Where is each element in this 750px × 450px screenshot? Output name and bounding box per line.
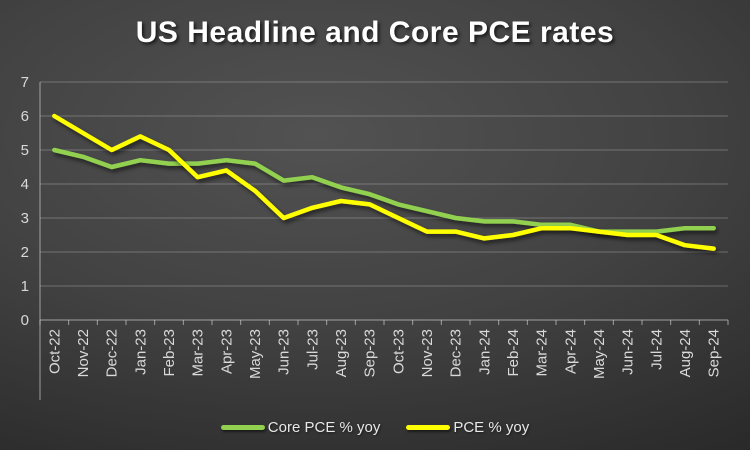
y-tick-label-4: 4 <box>21 176 29 193</box>
y-tick-label-0: 0 <box>21 312 29 329</box>
x-tick-label-Jan-24: Jan-24 <box>476 329 493 375</box>
axes <box>39 82 729 400</box>
x-tick-label-Aug-24: Aug-24 <box>677 329 694 377</box>
x-tick-label-Jan-23: Jan-23 <box>132 329 149 375</box>
x-tick-label-Apr-23: Apr-23 <box>218 329 235 374</box>
x-tick-label-Jun-24: Jun-24 <box>620 329 637 375</box>
x-tick-label-Dec-23: Dec-23 <box>448 329 465 377</box>
x-tick-label-Mar-24: Mar-24 <box>534 329 551 377</box>
legend-item-core-pce: Core PCE % yoy <box>220 419 381 436</box>
x-tick-label-Sep-23: Sep-23 <box>362 329 379 377</box>
core-pce-line <box>52 147 716 234</box>
legend-item-pce: PCE % yoy <box>406 419 529 436</box>
y-tick-label-6: 6 <box>21 108 29 125</box>
x-tick-label-Feb-23: Feb-23 <box>161 329 178 377</box>
x-tick-label-Mar-23: Mar-23 <box>190 329 207 377</box>
x-tick-label-Feb-24: Feb-24 <box>505 329 522 377</box>
y-tick-label-3: 3 <box>21 210 29 227</box>
x-tick-label-Oct-22: Oct-22 <box>46 329 63 374</box>
legend-label-core-pce: Core PCE % yoy <box>267 419 381 436</box>
x-tick-label-Jun-23: Jun-23 <box>276 329 293 375</box>
x-tick-label-Oct-23: Oct-23 <box>390 329 407 374</box>
y-tick-label-1: 1 <box>21 278 29 295</box>
axis-labels: 0 1 2 3 4 5 6 7 Oct-22 Nov-22 Dec-22 Jan-23 Feb-23 Ma… <box>21 74 723 379</box>
legend-label-pce: PCE % yoy <box>453 419 530 436</box>
x-tick-label-Sep-24: Sep-24 <box>706 329 723 377</box>
y-tick-label-7: 7 <box>21 74 29 91</box>
data-series <box>52 113 716 251</box>
x-tick-label-May-24: May-24 <box>591 329 608 379</box>
x-tick-label-Dec-22: Dec-22 <box>104 329 121 377</box>
chart-legend: Core PCE % yoy PCE % yoy <box>0 419 750 436</box>
x-tick-label-Nov-23: Nov-23 <box>419 329 436 377</box>
pce-line <box>52 113 716 251</box>
chart-title: US Headline and Core PCE rates <box>135 16 615 49</box>
pce-line-swatch <box>406 425 451 430</box>
y-tick-label-2: 2 <box>21 244 29 261</box>
x-tick-label-Jul-24: Jul-24 <box>648 329 665 370</box>
x-tick-label-Jul-23: Jul-23 <box>304 329 321 370</box>
x-tick-label-Aug-23: Aug-23 <box>333 329 350 377</box>
core-pce-line-swatch <box>220 425 265 430</box>
x-tick-label-Apr-24: Apr-24 <box>562 329 579 374</box>
y-tick-label-5: 5 <box>21 142 29 159</box>
x-tick-label-Nov-22: Nov-22 <box>75 329 92 377</box>
x-tick-label-May-23: May-23 <box>247 329 264 379</box>
